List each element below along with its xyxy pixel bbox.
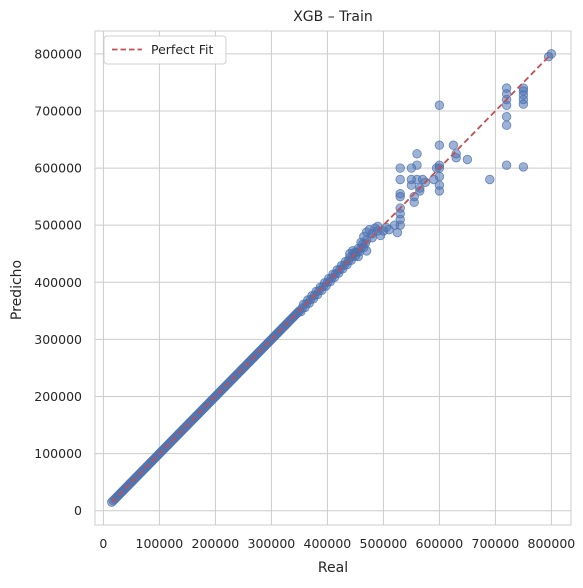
data-point — [353, 251, 363, 262]
data-point — [395, 174, 405, 185]
data-point — [412, 160, 422, 170]
x-tick-label: 300000 — [248, 536, 296, 551]
x-tick-label: 500000 — [360, 536, 408, 551]
x-tick-label: 800000 — [528, 536, 576, 551]
data-point — [518, 162, 529, 172]
y-tick-label: 600000 — [34, 161, 82, 176]
x-tick-label: 400000 — [304, 536, 352, 551]
fit-layer — [111, 53, 553, 503]
data-point — [501, 160, 512, 170]
data-point — [448, 140, 459, 150]
data-point — [395, 220, 405, 230]
data-point — [361, 246, 372, 256]
x-tick-label: 0 — [99, 536, 107, 551]
data-point — [434, 186, 445, 196]
x-tick-label: 100000 — [136, 536, 184, 551]
y-tick-label: 0 — [74, 503, 82, 518]
data-point — [501, 120, 512, 130]
data-point — [451, 153, 461, 163]
legend-label-perfect-fit: Perfect Fit — [151, 42, 214, 57]
data-point — [395, 191, 405, 202]
y-tick-labels: 0 100000 200000 300000 400000 500000 600000 700… — [34, 46, 82, 518]
chart-title: XGB – Train — [293, 9, 373, 25]
data-point — [462, 154, 473, 165]
legend: Perfect Fit — [103, 35, 227, 65]
data-point — [412, 149, 422, 159]
data-point — [395, 163, 405, 173]
data-point — [485, 174, 495, 185]
y-tick-label: 800000 — [34, 46, 82, 61]
y-tick-label: 400000 — [34, 275, 82, 290]
data-point — [434, 100, 445, 110]
x-tick-label: 700000 — [472, 536, 520, 551]
data-point — [373, 221, 383, 232]
x-axis-label: Real — [318, 560, 348, 576]
data-point — [501, 111, 512, 122]
y-tick-label: 100000 — [34, 446, 82, 461]
y-tick-label: 700000 — [34, 103, 82, 118]
data-point — [434, 171, 445, 182]
y-tick-label: 200000 — [34, 389, 82, 404]
data-point — [406, 180, 417, 190]
data-point — [415, 186, 425, 196]
perfect-fit-line — [111, 53, 553, 503]
y-tick-label: 500000 — [34, 218, 82, 233]
data-point — [501, 100, 512, 110]
legend-box — [103, 35, 227, 65]
x-tick-label: 600000 — [416, 536, 464, 551]
y-tick-label: 300000 — [34, 332, 82, 347]
x-tick-label: 200000 — [192, 536, 240, 551]
plot-frame — [94, 30, 572, 526]
data-point — [434, 140, 445, 150]
data-point — [546, 49, 557, 59]
data-point — [409, 197, 419, 208]
x-tick-labels: 0 100000 200000 300000 400000 500000 600000 700… — [99, 536, 575, 551]
y-axis-label: Predicho — [9, 260, 25, 320]
data-point — [518, 99, 529, 109]
